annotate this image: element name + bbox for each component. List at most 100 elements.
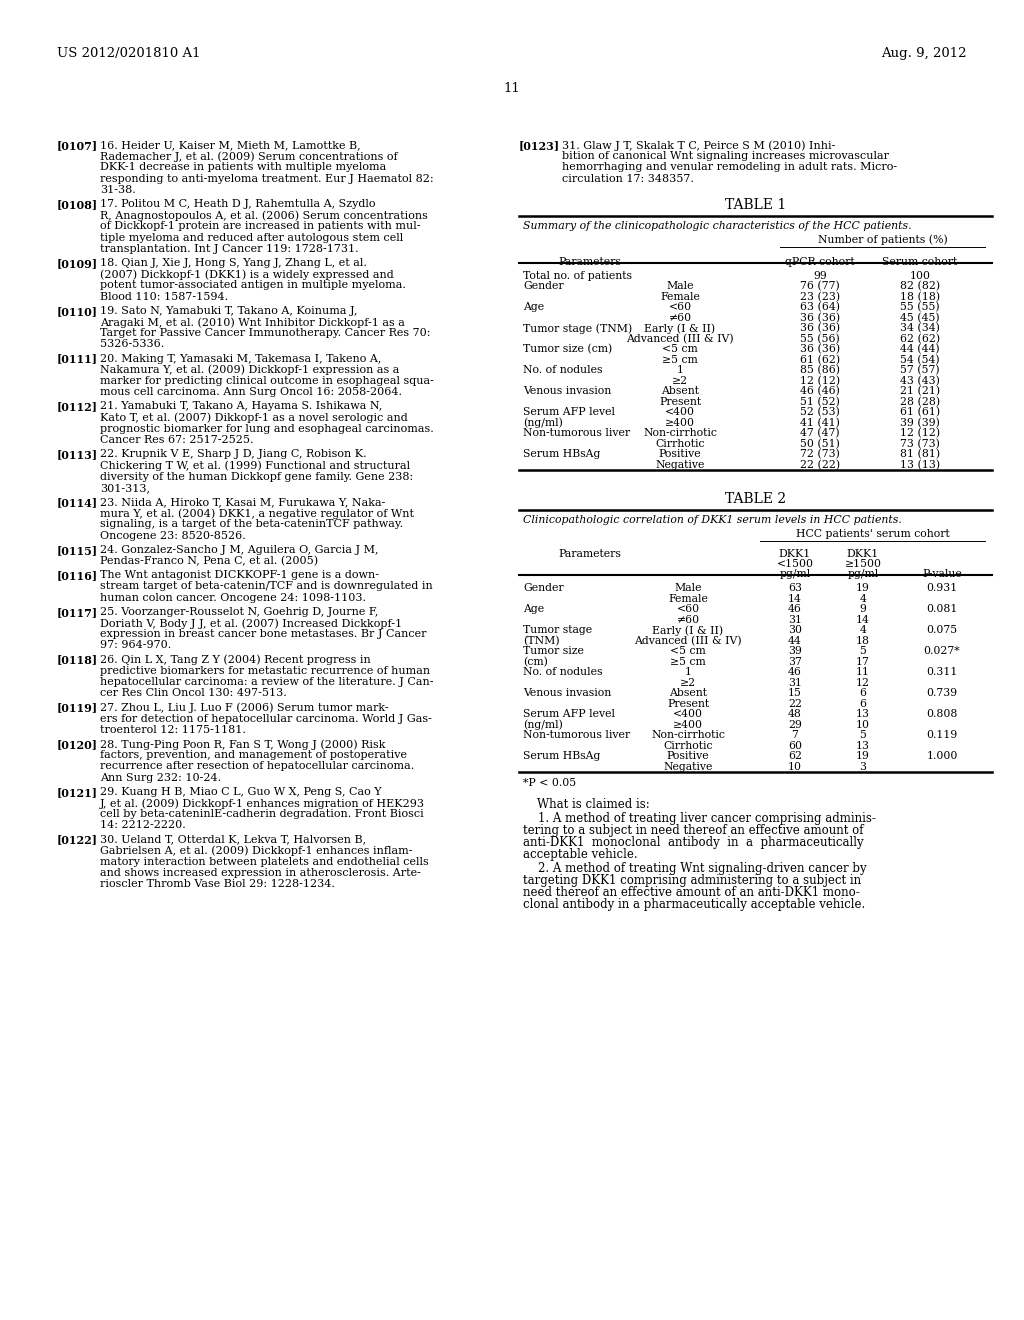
Text: 28 (28): 28 (28) <box>900 397 940 407</box>
Text: Female: Female <box>660 292 700 302</box>
Text: 50 (51): 50 (51) <box>800 438 840 449</box>
Text: 0.739: 0.739 <box>927 688 957 698</box>
Text: [0122]: [0122] <box>57 834 98 846</box>
Text: [0117]: [0117] <box>57 607 98 618</box>
Text: [0116]: [0116] <box>57 570 98 581</box>
Text: targeting DKK1 comprising administering to a subject in: targeting DKK1 comprising administering … <box>523 874 861 887</box>
Text: Tumor stage: Tumor stage <box>523 626 592 635</box>
Text: Advanced (III & IV): Advanced (III & IV) <box>627 334 734 345</box>
Text: 26. Qin L X, Tang Z Y (2004) Recent progress in: 26. Qin L X, Tang Z Y (2004) Recent prog… <box>100 655 371 665</box>
Text: Advanced (III & IV): Advanced (III & IV) <box>634 636 741 645</box>
Text: 57 (57): 57 (57) <box>900 366 940 376</box>
Text: 81 (81): 81 (81) <box>900 449 940 459</box>
Text: 25. Voorzanger-Rousselot N, Goehrig D, Journe F,: 25. Voorzanger-Rousselot N, Goehrig D, J… <box>100 607 379 616</box>
Text: [0118]: [0118] <box>57 655 98 665</box>
Text: Aragaki M, et al. (2010) Wnt Inhibitor Dickkopf-1 as a: Aragaki M, et al. (2010) Wnt Inhibitor D… <box>100 317 404 327</box>
Text: R, Anagnostopoulos A, et al. (2006) Serum concentrations: R, Anagnostopoulos A, et al. (2006) Seru… <box>100 210 428 220</box>
Text: 19: 19 <box>856 751 870 762</box>
Text: 54 (54): 54 (54) <box>900 355 940 366</box>
Text: pg/ml: pg/ml <box>848 569 879 579</box>
Text: stream target of beta-catenin/TCF and is downregulated in: stream target of beta-catenin/TCF and is… <box>100 581 433 591</box>
Text: ≠60: ≠60 <box>677 615 699 624</box>
Text: Venous invasion: Venous invasion <box>523 387 611 396</box>
Text: [0123]: [0123] <box>519 140 560 150</box>
Text: J, et al. (2009) Dickkopf-1 enhances migration of HEK293: J, et al. (2009) Dickkopf-1 enhances mig… <box>100 799 425 809</box>
Text: Nakamura Y, et al. (2009) Dickkopf-1 expression as a: Nakamura Y, et al. (2009) Dickkopf-1 exp… <box>100 364 399 375</box>
Text: ≥400: ≥400 <box>673 719 703 730</box>
Text: Non-cirrhotic: Non-cirrhotic <box>643 428 717 438</box>
Text: <400: <400 <box>665 408 695 417</box>
Text: 45 (45): 45 (45) <box>900 313 940 323</box>
Text: 5: 5 <box>859 730 866 741</box>
Text: 36 (36): 36 (36) <box>800 345 840 355</box>
Text: DKK-1 decrease in patients with multiple myeloma: DKK-1 decrease in patients with multiple… <box>100 162 386 173</box>
Text: 63 (64): 63 (64) <box>800 302 840 313</box>
Text: Cancer Res 67: 2517-2525.: Cancer Res 67: 2517-2525. <box>100 436 254 445</box>
Text: 17: 17 <box>856 657 870 667</box>
Text: DKK1: DKK1 <box>779 549 811 560</box>
Text: 13 (13): 13 (13) <box>900 459 940 470</box>
Text: <1500: <1500 <box>776 560 813 569</box>
Text: 39: 39 <box>788 647 802 656</box>
Text: 18 (18): 18 (18) <box>900 292 940 302</box>
Text: 12 (12): 12 (12) <box>800 376 840 387</box>
Text: of Dickkopf-1 protein are increased in patients with mul-: of Dickkopf-1 protein are increased in p… <box>100 222 421 231</box>
Text: Number of patients (%): Number of patients (%) <box>817 235 947 246</box>
Text: 23 (23): 23 (23) <box>800 292 840 302</box>
Text: 12 (12): 12 (12) <box>900 428 940 438</box>
Text: <5 cm: <5 cm <box>670 647 706 656</box>
Text: 0.119: 0.119 <box>927 730 957 741</box>
Text: 39 (39): 39 (39) <box>900 418 940 428</box>
Text: What is claimed is:: What is claimed is: <box>537 799 650 812</box>
Text: 7: 7 <box>792 730 799 741</box>
Text: bition of canonical Wnt signaling increases microvascular: bition of canonical Wnt signaling increa… <box>562 152 889 161</box>
Text: ≥5 cm: ≥5 cm <box>670 657 706 667</box>
Text: Cirrhotic: Cirrhotic <box>664 741 713 751</box>
Text: 13: 13 <box>856 709 870 719</box>
Text: 29. Kuang H B, Miao C L, Guo W X, Peng S, Cao Y: 29. Kuang H B, Miao C L, Guo W X, Peng S… <box>100 787 382 797</box>
Text: P-value: P-value <box>923 569 962 579</box>
Text: 46: 46 <box>788 668 802 677</box>
Text: 11: 11 <box>504 82 520 95</box>
Text: 4: 4 <box>859 594 866 603</box>
Text: 31: 31 <box>788 615 802 624</box>
Text: Male: Male <box>667 281 693 292</box>
Text: 76 (77): 76 (77) <box>800 281 840 292</box>
Text: tiple myeloma and reduced after autologous stem cell: tiple myeloma and reduced after autologo… <box>100 232 403 243</box>
Text: 46: 46 <box>788 605 802 614</box>
Text: [0113]: [0113] <box>57 449 98 461</box>
Text: Serum HBsAg: Serum HBsAg <box>523 449 600 459</box>
Text: pg/ml: pg/ml <box>779 569 811 579</box>
Text: Male: Male <box>674 583 701 593</box>
Text: 30: 30 <box>788 626 802 635</box>
Text: <5 cm: <5 cm <box>663 345 698 354</box>
Text: qPCR cohort: qPCR cohort <box>785 257 855 267</box>
Text: rioscler Thromb Vase Biol 29: 1228-1234.: rioscler Thromb Vase Biol 29: 1228-1234. <box>100 879 335 890</box>
Text: 16. Heider U, Kaiser M, Mieth M, Lamottke B,: 16. Heider U, Kaiser M, Mieth M, Lamottk… <box>100 140 360 150</box>
Text: ≥1500: ≥1500 <box>845 560 882 569</box>
Text: 0.311: 0.311 <box>927 668 957 677</box>
Text: 73 (73): 73 (73) <box>900 438 940 449</box>
Text: Parameters: Parameters <box>558 257 622 267</box>
Text: anti-DKK1  monoclonal  antibody  in  a  pharmaceutically: anti-DKK1 monoclonal antibody in a pharm… <box>523 837 863 849</box>
Text: Early (I & II): Early (I & II) <box>644 323 716 334</box>
Text: 62: 62 <box>788 751 802 762</box>
Text: Blood 110: 1587-1594.: Blood 110: 1587-1594. <box>100 292 228 301</box>
Text: factors, prevention, and management of postoperative: factors, prevention, and management of p… <box>100 750 407 760</box>
Text: 6: 6 <box>859 688 866 698</box>
Text: (2007) Dickkopf-1 (DKK1) is a widely expressed and: (2007) Dickkopf-1 (DKK1) is a widely exp… <box>100 269 394 280</box>
Text: Age: Age <box>523 302 544 313</box>
Text: tering to a subject in need thereof an effective amount of: tering to a subject in need thereof an e… <box>523 824 863 837</box>
Text: ≥5 cm: ≥5 cm <box>663 355 698 364</box>
Text: 63: 63 <box>788 583 802 593</box>
Text: Kato T, et al. (2007) Dikkopf-1 as a novel serologic and: Kato T, et al. (2007) Dikkopf-1 as a nov… <box>100 413 408 424</box>
Text: 10: 10 <box>788 762 802 772</box>
Text: 46 (46): 46 (46) <box>800 387 840 396</box>
Text: 72 (73): 72 (73) <box>800 449 840 459</box>
Text: diversity of the human Dickkopf gene family. Gene 238:: diversity of the human Dickkopf gene fam… <box>100 471 414 482</box>
Text: 85 (86): 85 (86) <box>800 366 840 376</box>
Text: circulation 17: 348357.: circulation 17: 348357. <box>562 174 694 183</box>
Text: Serum cohort: Serum cohort <box>883 257 957 267</box>
Text: 1.000: 1.000 <box>927 751 957 762</box>
Text: 44: 44 <box>788 636 802 645</box>
